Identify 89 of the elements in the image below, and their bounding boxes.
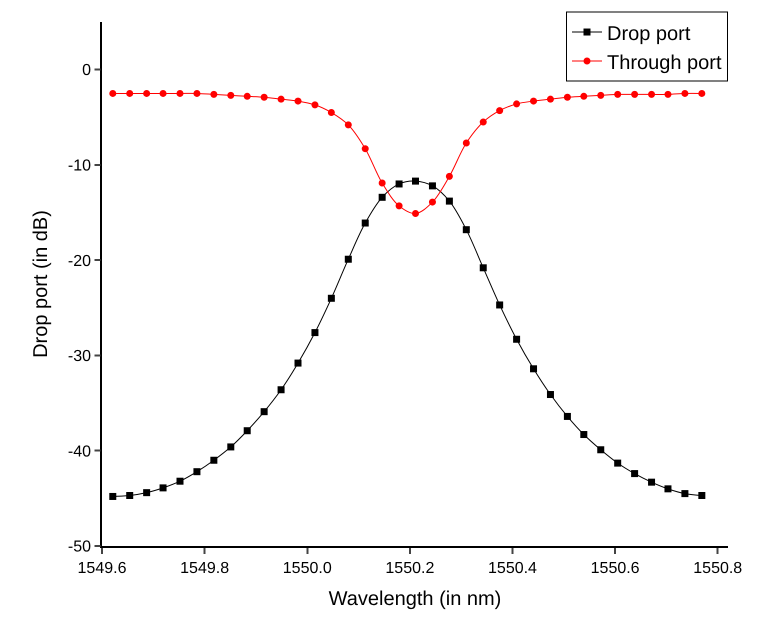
point xyxy=(344,121,352,128)
point xyxy=(546,96,554,103)
point xyxy=(513,336,520,343)
y-tick-label: 0 xyxy=(82,62,92,80)
legend-label: Through port xyxy=(607,52,722,74)
point xyxy=(362,220,369,227)
point xyxy=(160,90,167,97)
point xyxy=(278,386,285,394)
point xyxy=(631,470,638,478)
point xyxy=(412,178,420,185)
x-tick-label: 1550.0 xyxy=(282,560,332,577)
point xyxy=(648,90,656,98)
point xyxy=(278,96,285,103)
point xyxy=(614,90,622,98)
point xyxy=(513,100,520,108)
point xyxy=(664,90,672,98)
point xyxy=(260,408,268,416)
point xyxy=(362,145,369,152)
point xyxy=(564,412,571,420)
point xyxy=(631,90,638,98)
point xyxy=(193,468,200,476)
point xyxy=(681,490,688,498)
point xyxy=(176,90,184,97)
point xyxy=(681,90,688,97)
point xyxy=(109,90,116,97)
y-tick-label: -20 xyxy=(68,252,92,270)
point xyxy=(210,90,218,98)
point xyxy=(260,94,268,101)
point xyxy=(446,198,453,205)
point xyxy=(210,456,218,464)
point xyxy=(294,360,302,367)
x-axis-title: Wavelength (in nm) xyxy=(328,588,502,610)
point xyxy=(328,109,335,116)
point xyxy=(580,431,588,438)
point xyxy=(244,427,251,434)
point xyxy=(244,92,251,100)
point xyxy=(311,329,318,336)
point xyxy=(648,478,656,486)
point xyxy=(698,90,706,97)
point xyxy=(227,92,234,99)
point xyxy=(126,90,134,97)
point xyxy=(496,107,504,114)
point xyxy=(396,202,403,210)
y-tick-label: -40 xyxy=(68,443,92,460)
point xyxy=(344,256,352,263)
point xyxy=(496,301,504,308)
point xyxy=(428,198,436,206)
point xyxy=(311,101,318,108)
point xyxy=(480,118,487,126)
x-tick-label: 1549.6 xyxy=(78,560,127,577)
x-tick-label: 1550.8 xyxy=(693,560,742,577)
point xyxy=(698,492,706,500)
point xyxy=(176,478,184,485)
point xyxy=(294,98,302,105)
x-tick-label: 1550.2 xyxy=(385,560,434,577)
point xyxy=(193,90,200,97)
point xyxy=(564,94,571,101)
point xyxy=(428,182,436,190)
point xyxy=(597,446,604,454)
point xyxy=(530,98,538,105)
point xyxy=(446,172,453,180)
x-tick-label: 1549.8 xyxy=(180,560,230,577)
y-tick-label: -30 xyxy=(68,348,92,366)
point xyxy=(328,294,335,302)
point xyxy=(378,180,386,187)
point xyxy=(227,443,234,450)
point xyxy=(378,194,386,201)
point xyxy=(664,485,672,492)
point xyxy=(597,92,604,99)
point xyxy=(614,460,622,467)
legend-label: Drop port xyxy=(607,22,691,45)
point xyxy=(580,92,588,100)
x-tick-label: 1550.6 xyxy=(590,560,640,577)
point xyxy=(126,492,134,500)
y-tick-label: -10 xyxy=(68,158,92,175)
point xyxy=(143,489,150,496)
point xyxy=(480,264,487,272)
point xyxy=(412,210,420,217)
point xyxy=(160,484,167,492)
y-tick-label: -50 xyxy=(68,538,92,556)
x-tick-label: 1550.4 xyxy=(488,560,538,577)
point xyxy=(143,90,150,97)
y-axis-title: Drop port (in dB) xyxy=(30,210,52,358)
point xyxy=(546,391,554,398)
point xyxy=(462,226,470,234)
point xyxy=(396,180,403,188)
point xyxy=(462,140,470,146)
point xyxy=(530,365,538,372)
point xyxy=(109,492,116,500)
